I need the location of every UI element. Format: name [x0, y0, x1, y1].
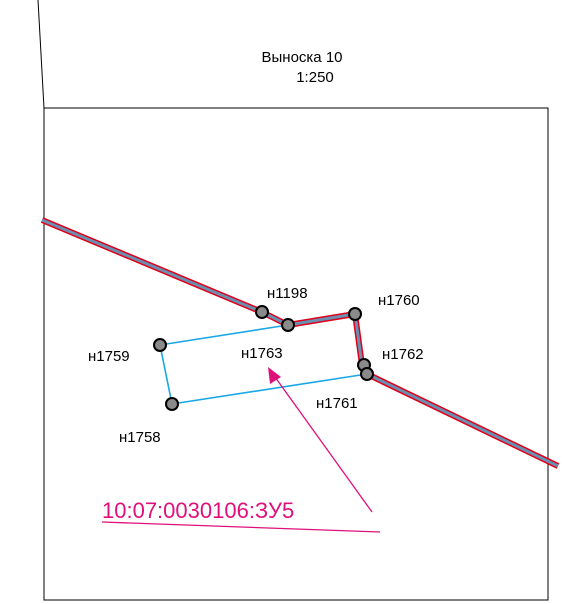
point-label: н1198 — [267, 285, 308, 302]
point-label: н1763 — [241, 345, 283, 362]
point-label: н1760 — [378, 292, 420, 309]
point-label: н1762 — [382, 346, 424, 363]
point-label: н1759 — [88, 348, 130, 365]
parcel-label: 10:07:0030106:ЗУ5 — [102, 498, 294, 523]
leader-arrow — [101, 367, 381, 533]
point-label: н1758 — [119, 429, 161, 446]
points — [153, 305, 374, 411]
point-label: н1761 — [316, 395, 358, 412]
callout-title: Выноска 10 — [262, 49, 343, 66]
scale: 1:250 — [296, 69, 334, 86]
parcel-outline — [159, 324, 368, 405]
frame — [37, 0, 549, 601]
